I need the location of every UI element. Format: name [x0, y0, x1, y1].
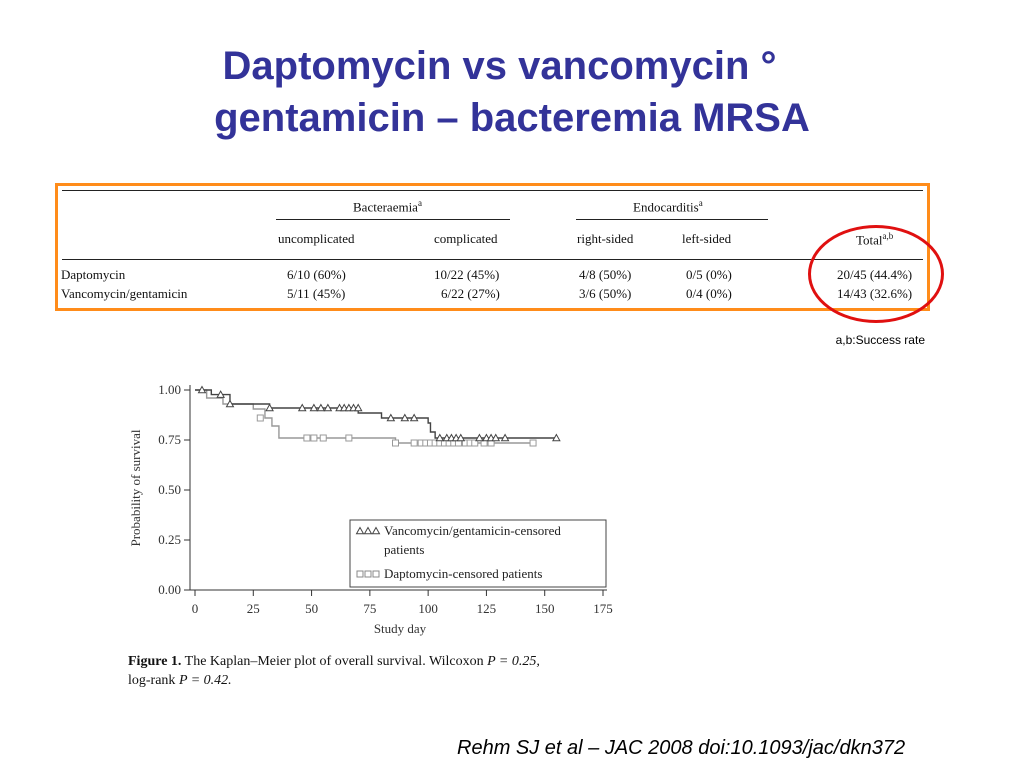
chart-legend: Vancomycin/gentamicin-censored patients …: [349, 519, 607, 588]
legend-vancomycin-line1: Vancomycin/gentamicin-censored: [384, 523, 561, 538]
caption-p-logrank: P = 0.42.: [178, 673, 232, 688]
vancomycin-censor-marker: [265, 403, 274, 412]
vancomycin-censor-marker: [297, 403, 307, 412]
legend-triangle-markers: [355, 526, 381, 535]
row-vancomycin-right-sided: 3/6 (50%): [579, 286, 632, 301]
row-daptomycin-right-sided: 4/8 (50%): [579, 267, 632, 282]
table-top-rule: [62, 190, 923, 191]
vancomycin-censor-marker: [353, 403, 363, 412]
endocarditis-header: Endocarditisa: [633, 198, 703, 215]
success-rate-note: a,b:Success rate: [835, 333, 925, 347]
x-tick-label: 50: [305, 601, 318, 616]
col-complicated: complicated: [434, 231, 498, 246]
caption-text-2: log-rank: [128, 673, 176, 688]
daptomycin-censor-marker: [410, 439, 418, 447]
endocarditis-rule: [576, 219, 768, 220]
slide-title: Daptomycin vs vancomycin ° gentamicin – …: [0, 40, 1024, 144]
vancomycin-censor-marker: [323, 403, 333, 412]
legend-square-marker: [356, 570, 364, 578]
table-mid-rule: [62, 259, 923, 260]
col-uncomplicated: uncomplicated: [278, 231, 355, 246]
x-axis-label: Study day: [374, 621, 427, 636]
col-left-sided: left-sided: [682, 231, 732, 246]
daptomycin-censor-marker: [303, 434, 311, 442]
row-daptomycin-left-sided: 0/5 (0%): [686, 267, 732, 282]
vancomycin-censor-marker: [435, 433, 445, 442]
vancomycin-censor-marker: [552, 433, 561, 442]
title-line-2: gentamicin – bacteremia MRSA: [214, 96, 810, 140]
x-tick-label: 100: [418, 601, 438, 616]
y-tick-label: 0.75: [158, 432, 181, 447]
vancomycin-censor-marker: [456, 433, 466, 442]
daptomycin-censor-marker: [529, 439, 537, 447]
x-tick-label: 75: [363, 601, 376, 616]
vancomycin-censor-marker: [409, 413, 419, 422]
daptomycin-censor-marker: [392, 439, 400, 447]
vancomycin-survival-line: [195, 389, 557, 439]
row-vancomycin-uncomplicated: 5/11 (45%): [287, 286, 346, 301]
row-daptomycin-uncomplicated: 6/10 (60%): [287, 267, 346, 282]
caption-text-1: The Kaplan–Meier plot of overall surviva…: [184, 654, 484, 669]
citation: Rehm SJ et al – JAC 2008 doi:10.1093/jac…: [457, 737, 906, 759]
figure-caption: Figure 1. The Kaplan–Meier plot of overa…: [128, 652, 628, 690]
x-tick-label: 125: [477, 601, 497, 616]
x-tick-label: 150: [535, 601, 555, 616]
y-tick-label: 0.00: [158, 582, 181, 597]
vancomycin-censor-marker: [491, 433, 501, 442]
vancomycin-censor-marker: [197, 385, 207, 394]
row-vancomycin-complicated: 6/22 (27%): [441, 286, 500, 301]
caption-p-wilcoxon: P = 0.25,: [487, 654, 540, 669]
figure-label: Figure 1.: [128, 654, 182, 669]
legend-triangle-marker: [371, 526, 381, 535]
vancomycin-censor-marker: [400, 413, 410, 422]
y-tick-label: 0.25: [158, 532, 181, 547]
legend-vancomycin-line2: patients: [384, 542, 424, 557]
row-daptomycin-name: Daptomycin: [61, 267, 126, 282]
survival-curves: [195, 385, 561, 447]
row-vancomycin-name: Vancomycin/gentamicin: [61, 286, 188, 301]
y-axis-label: Probability of survival: [128, 429, 143, 546]
daptomycin-censor-marker: [310, 434, 318, 442]
x-tick-label: 25: [247, 601, 260, 616]
daptomycin-censor-marker: [345, 434, 353, 442]
row-vancomycin-left-sided: 0/4 (0%): [686, 286, 732, 301]
vancomycin-censor-marker: [225, 399, 235, 408]
vancomycin-censor-marker: [386, 413, 396, 422]
legend-square-markers: [356, 570, 380, 578]
vancomycin-censor-marker: [500, 433, 510, 442]
legend-square-marker: [364, 570, 372, 578]
row-daptomycin-complicated: 10/22 (45%): [434, 267, 500, 282]
total-highlight-circle: [808, 225, 944, 323]
vancomycin-censor-marker: [475, 433, 484, 442]
vancomycin-censor-marker: [309, 403, 319, 412]
title-line-1: Daptomycin vs vancomycin °: [222, 44, 777, 88]
bacteraemia-rule: [276, 219, 510, 220]
vancomycin-censor-marker: [316, 403, 326, 412]
legend-triangle-marker: [355, 526, 365, 535]
x-tick-label: 175: [593, 601, 613, 616]
vancomycin-censor-marker: [216, 390, 225, 398]
daptomycin-censor-marker: [319, 434, 327, 442]
daptomycin-survival-line: [195, 389, 534, 444]
legend-square-marker: [372, 570, 380, 578]
legend-daptomycin: Daptomycin-censored patients: [384, 566, 542, 581]
daptomycin-censor-marker: [471, 439, 479, 447]
daptomycin-censor-marker: [256, 414, 264, 422]
kaplan-meier-chart: 0 25 50 75 100 125 150 175 1.00 0.75 0.50 0.25 0.00…: [128, 382, 613, 636]
y-tick-label: 0.50: [158, 482, 181, 497]
bacteraemia-header: Bacteraemiaa: [353, 198, 422, 215]
y-tick-label: 1.00: [158, 382, 181, 397]
y-ticks: 1.00 0.75 0.50 0.25 0.00: [158, 382, 190, 597]
col-right-sided: right-sided: [577, 231, 634, 246]
results-table: Bacteraemiaa Endocarditisa uncomplicated…: [55, 183, 930, 311]
legend-triangle-marker: [363, 526, 373, 535]
x-ticks: 0 25 50 75 100 125 150 175: [192, 590, 613, 616]
x-tick-label: 0: [192, 601, 199, 616]
legend-box: [349, 519, 607, 588]
